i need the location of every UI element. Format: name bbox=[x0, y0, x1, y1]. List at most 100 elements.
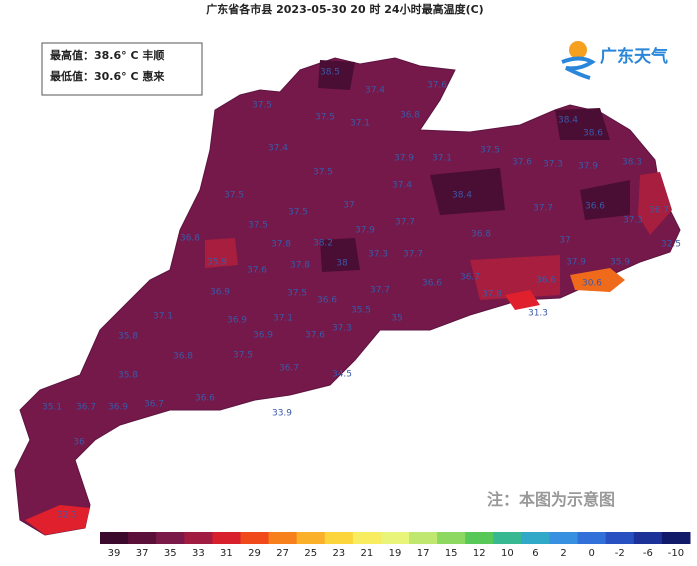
station-value: 37.1 bbox=[273, 314, 293, 324]
legend-swatch bbox=[240, 532, 270, 544]
legend-swatch bbox=[605, 532, 635, 544]
legend-label: 19 bbox=[389, 548, 402, 559]
legend-swatch bbox=[549, 532, 579, 544]
station-value: 36.9 bbox=[227, 316, 247, 326]
legend-label: 39 bbox=[108, 548, 121, 559]
station-value: 37.3 bbox=[543, 160, 563, 170]
province bbox=[14, 57, 681, 536]
legend-label: 12 bbox=[473, 548, 486, 559]
legend-label: 31 bbox=[220, 548, 233, 559]
station-value: 37.6 bbox=[512, 158, 532, 168]
legend-swatch bbox=[212, 532, 241, 544]
legend-label: -10 bbox=[668, 548, 684, 559]
station-value: 37.6 bbox=[247, 266, 267, 276]
legend-swatch bbox=[324, 532, 354, 544]
station-value: 37.7 bbox=[533, 204, 553, 214]
station-value: 38 bbox=[336, 259, 348, 269]
station-value: 37.9 bbox=[566, 258, 586, 268]
station-value: 37.1 bbox=[153, 312, 173, 322]
station-value: 37 bbox=[343, 201, 354, 211]
station-value: 38.3 bbox=[622, 158, 642, 168]
station-value: 37.4 bbox=[365, 86, 385, 96]
station-value: 37.3 bbox=[332, 324, 352, 334]
legend-swatch bbox=[156, 532, 185, 544]
legend-label: -6 bbox=[643, 548, 653, 559]
station-value: 37.4 bbox=[392, 181, 412, 191]
station-value: 32.3 bbox=[57, 511, 77, 521]
legend-swatch bbox=[437, 532, 466, 544]
station-value: 36.7 bbox=[144, 400, 164, 410]
station-value: 38.5 bbox=[320, 68, 340, 78]
station-value: 38.4 bbox=[452, 191, 472, 201]
legend-swatch bbox=[184, 532, 213, 544]
station-value: 32.5 bbox=[661, 240, 681, 250]
orange-zone bbox=[570, 268, 625, 292]
station-value: 36.8 bbox=[400, 111, 420, 121]
station-value: 37.8 bbox=[290, 261, 310, 271]
legend-label: 21 bbox=[361, 548, 374, 559]
station-value: 30.6 bbox=[582, 279, 602, 289]
station-value: 36.7 bbox=[76, 403, 96, 413]
station-value: 36.9 bbox=[108, 403, 128, 413]
station-value: 38.2 bbox=[313, 239, 333, 249]
station-value: 38.4 bbox=[558, 116, 578, 126]
legend-swatch bbox=[633, 532, 663, 544]
station-value: 35.9 bbox=[207, 258, 227, 268]
station-value: 37.5 bbox=[315, 113, 335, 123]
station-value: 37.5 bbox=[313, 168, 333, 178]
station-value: 35.5 bbox=[351, 306, 371, 316]
info-box bbox=[41, 42, 203, 96]
station-value: 37.5 bbox=[480, 146, 500, 156]
station-value: 37.5 bbox=[252, 101, 272, 111]
station-value: 36.8 bbox=[180, 234, 200, 244]
station-value: 35.9 bbox=[610, 258, 630, 268]
station-value: 36.9 bbox=[253, 331, 273, 341]
info-max: 最高值：38.6° C 丰顺 bbox=[50, 48, 164, 62]
legend-swatch bbox=[352, 532, 382, 544]
station-value: 37.9 bbox=[394, 154, 414, 164]
station-value: 37.5 bbox=[248, 221, 268, 231]
station-value: 35.1 bbox=[42, 403, 62, 413]
station-value: 37.8 bbox=[271, 240, 291, 250]
station-value: 37.7 bbox=[370, 286, 390, 296]
warm-zone bbox=[205, 172, 672, 300]
station-value: 36.6 bbox=[585, 202, 605, 212]
station-value: 37.9 bbox=[355, 226, 375, 236]
legend-label: 17 bbox=[417, 548, 430, 559]
legend-label: 25 bbox=[304, 548, 317, 559]
station-value: 31.3 bbox=[528, 309, 548, 319]
station-value: 33.9 bbox=[272, 409, 292, 419]
legend-label: 23 bbox=[332, 548, 345, 559]
station-value: 36.9 bbox=[210, 288, 230, 298]
station-value: 36.7 bbox=[649, 206, 669, 216]
legend-swatch bbox=[100, 532, 129, 544]
station-value: 37.4 bbox=[268, 144, 288, 154]
station-value: 37.3 bbox=[368, 250, 388, 260]
legend-swatch bbox=[128, 532, 157, 544]
legend-swatch bbox=[296, 532, 326, 544]
station-value: 36.6 bbox=[536, 276, 556, 286]
station-value: 37.6 bbox=[305, 331, 325, 341]
legend-label: 10 bbox=[501, 548, 514, 559]
station-value: 37.5 bbox=[287, 289, 307, 299]
legend-label: 37 bbox=[136, 548, 149, 559]
station-value: 36.6 bbox=[195, 394, 215, 404]
note: 注：本图为示意图 bbox=[487, 490, 615, 509]
station-value: 36.8 bbox=[471, 230, 491, 240]
hot-zone bbox=[318, 60, 630, 272]
station-value: 34.5 bbox=[332, 370, 352, 380]
station-value: 35.8 bbox=[118, 332, 138, 342]
station-value: 36.7 bbox=[279, 364, 299, 374]
station-value: 35.8 bbox=[118, 371, 138, 381]
legend-swatch bbox=[661, 532, 691, 544]
station-value: 37.5 bbox=[288, 208, 308, 218]
station-value: 37.9 bbox=[578, 162, 598, 172]
legend-swatch bbox=[268, 532, 298, 544]
station-value: 36 bbox=[73, 438, 85, 448]
station-value: 37 bbox=[559, 236, 570, 246]
legend-swatch bbox=[521, 532, 551, 544]
station-value: 37.1 bbox=[432, 154, 452, 164]
legend-label: 0 bbox=[588, 548, 594, 559]
station-value: 35 bbox=[391, 314, 402, 324]
